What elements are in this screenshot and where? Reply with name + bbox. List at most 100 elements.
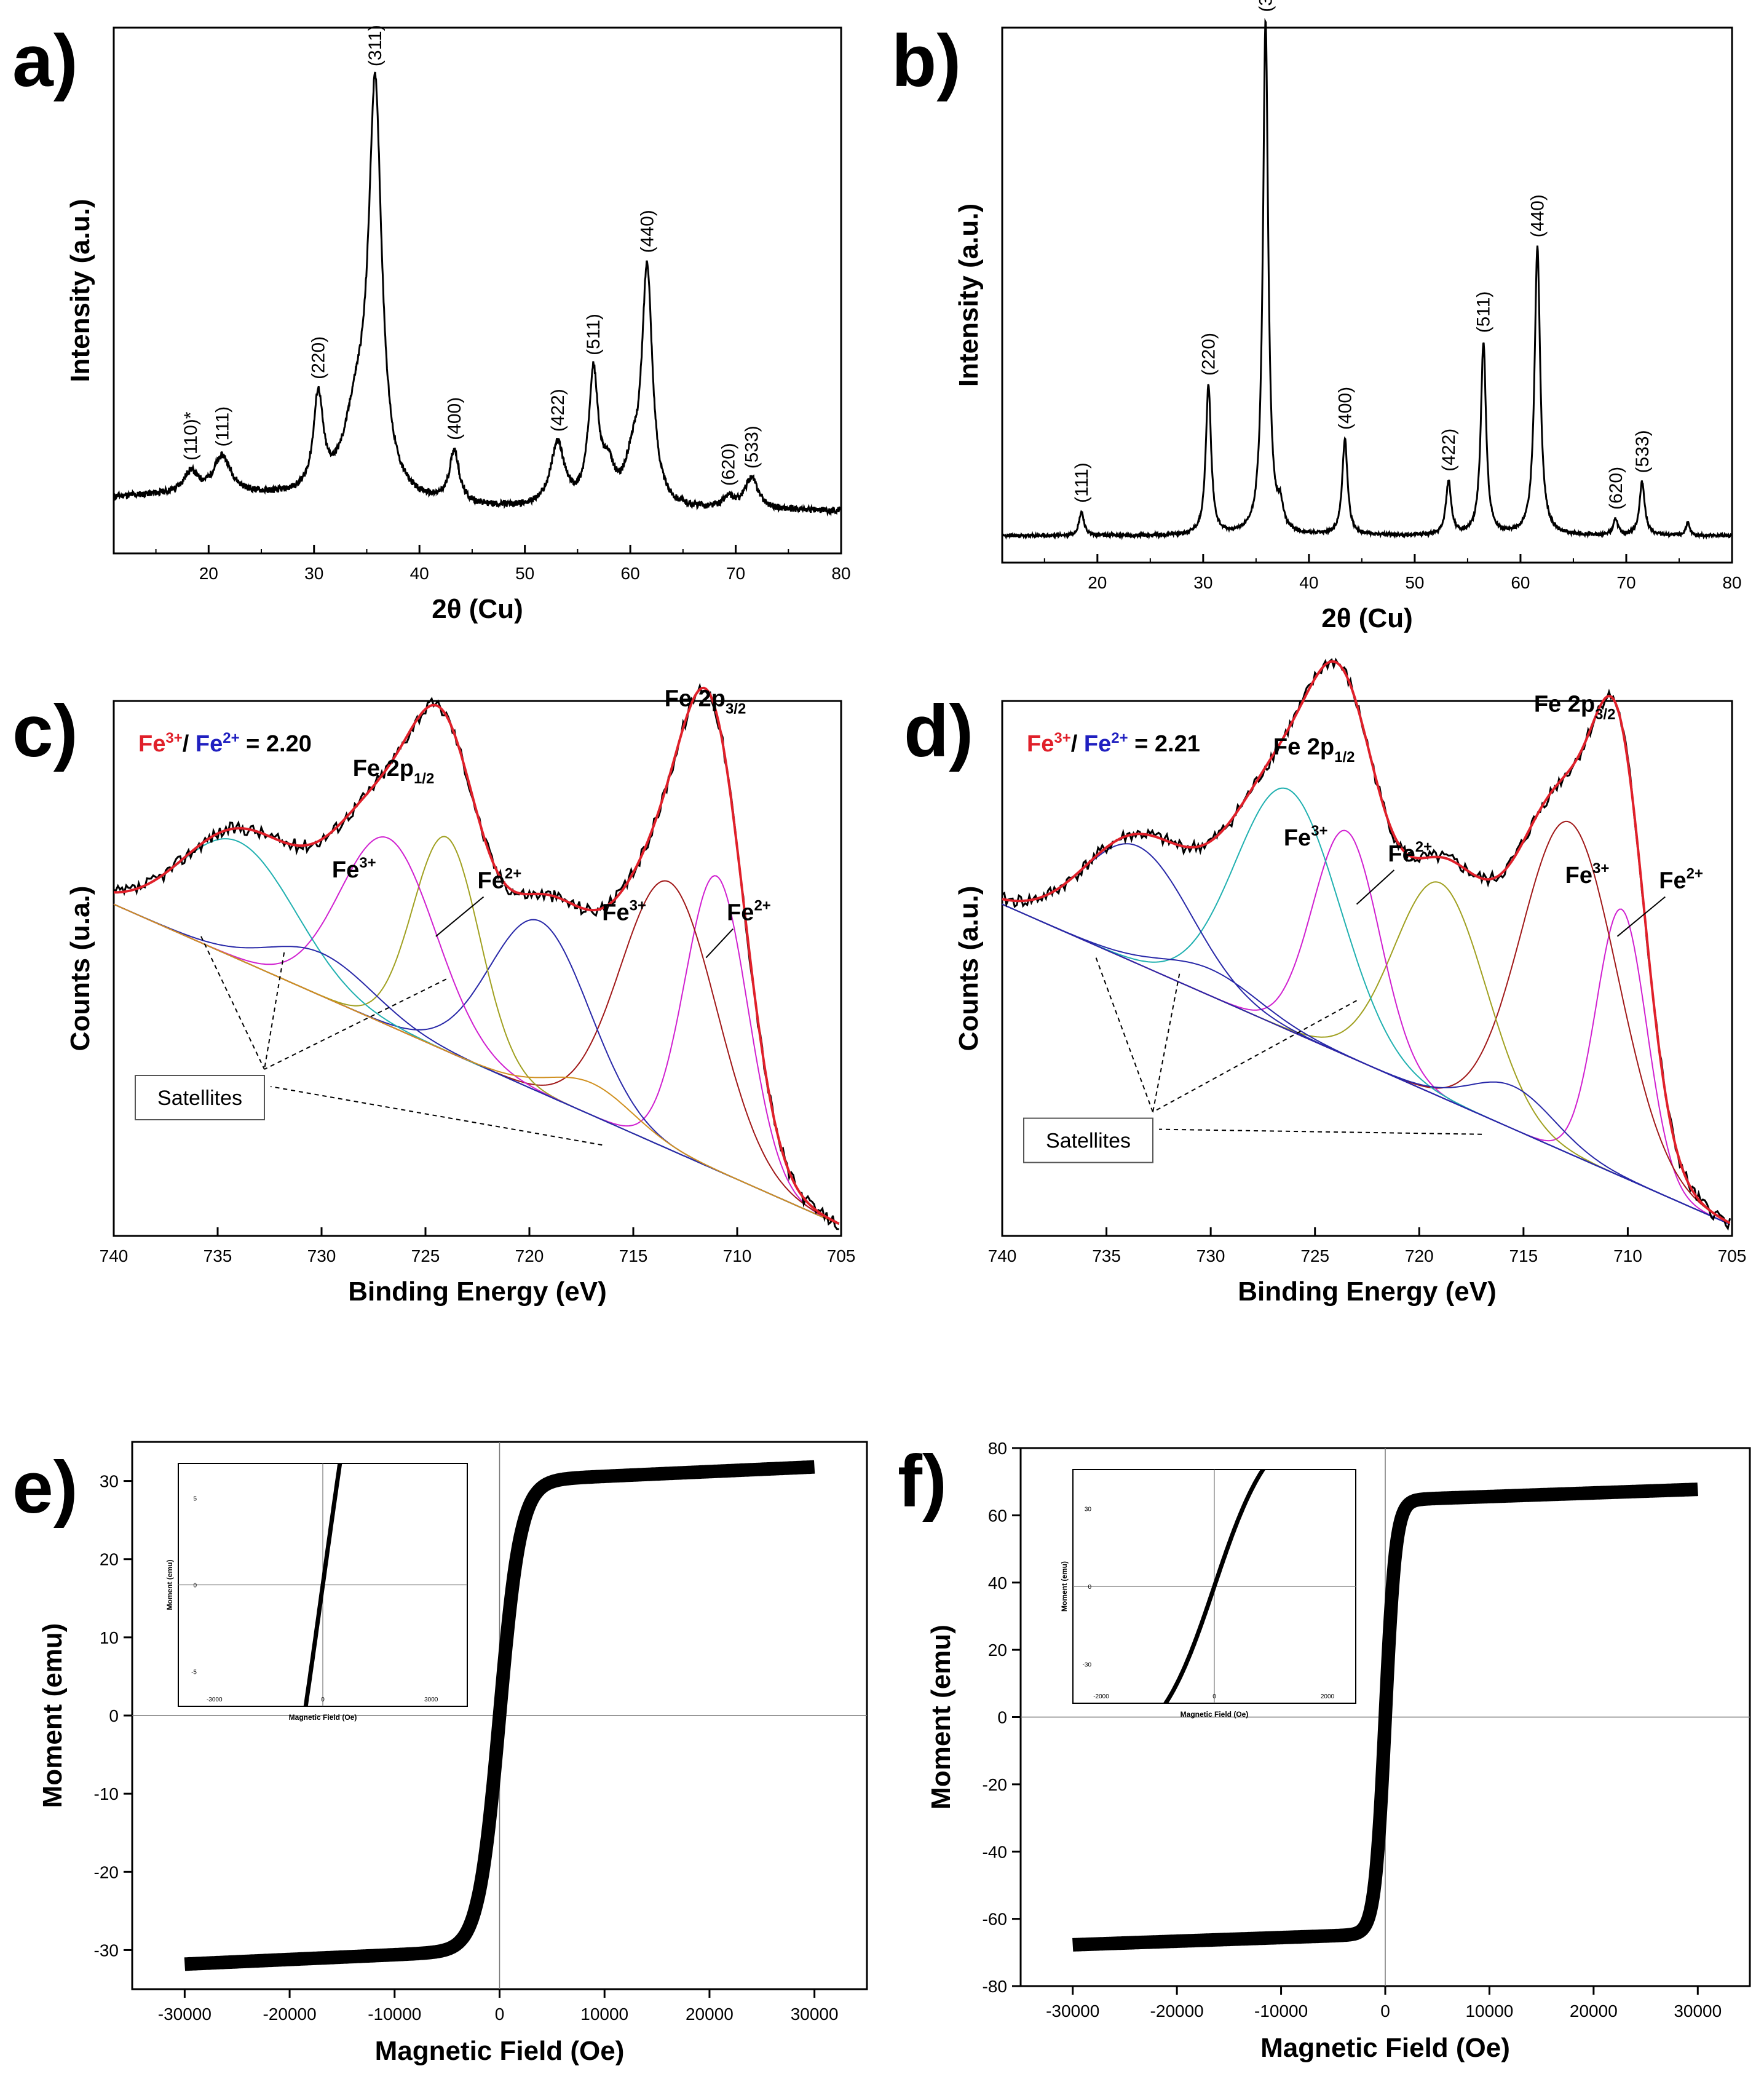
inset-x-axis-label: Magnetic Field (Oe) (289, 1713, 357, 1722)
inset-y-axis-label: Moment (emu) (165, 1560, 174, 1610)
y-axis-label: Moment (emu) (38, 1623, 68, 1808)
x-tick-label: 725 (1300, 1246, 1329, 1265)
x-tick-label: 710 (723, 1246, 752, 1265)
label-fe3-a: Fe3+ (1284, 823, 1328, 851)
inset-y-tick-label: -30 (1083, 1662, 1092, 1669)
inset-moment-series (303, 1463, 342, 1706)
peak-label: (400) (445, 397, 465, 440)
inset-x-tick-label: 0 (1212, 1693, 1216, 1700)
moment-series (179, 1460, 820, 1971)
panel-letter-d: d) (904, 690, 973, 772)
panel-c-xps: 740 735 730 725 720 715 710 705 Fe3+/ Fe2+ = 2.2… (65, 683, 855, 1307)
y-tick-label: 10 (100, 1628, 119, 1647)
label-arrow (435, 896, 485, 937)
y-tick-label: 20 (988, 1641, 1007, 1660)
peak-label: (440) (638, 210, 658, 253)
panel-a-xrd: 20 30 40 50 60 70 80 (110)* (111) (220) (311) (400)… (65, 25, 851, 624)
x-tick-label: -30000 (158, 2005, 212, 2024)
x-axis-label: Magnetic Field (Oe) (375, 2036, 625, 2066)
x-tick-label: 60 (621, 564, 640, 583)
y-axis-label: Counts (u.a.) (65, 886, 95, 1051)
x-tick-label: 705 (1718, 1246, 1747, 1265)
inset-y-tick-label: 0 (193, 1583, 197, 1589)
satellite-arrow (1158, 1128, 1482, 1135)
x-axis-label: Binding Energy (eV) (1238, 1277, 1496, 1307)
panel-letter-f: f) (898, 1440, 947, 1522)
panel-e-vsm: -30000 -20000 -10000 0 10000 20000 30000-30-20… (38, 1441, 868, 2066)
label-fe2p32: Fe 2p3/2 (1534, 691, 1616, 722)
inset-x-tick-label: 0 (321, 1696, 325, 1703)
x-tick-label: 50 (1405, 573, 1424, 592)
label-fe3-b: Fe3+ (602, 898, 646, 926)
label-fe2-b: Fe2+ (727, 898, 771, 926)
fit-component (1002, 903, 1731, 1225)
inset-plot: -2000 0 2000 -30 0 30 Magnetic Field (Oe) Momen… (1060, 1469, 1356, 1719)
moment-series (1067, 1482, 1704, 1952)
inset-plot: -3000 0 3000 -5 0 5 Magnetic Field (Oe) Moment … (165, 1463, 468, 1722)
inset-y-axis-label: Moment (emu) (1060, 1561, 1069, 1612)
panel-letter-b: b) (892, 20, 961, 102)
y-tick-label: -80 (983, 1977, 1007, 1996)
peak-label: (511) (1474, 291, 1494, 333)
x-tick-label: 740 (100, 1246, 129, 1265)
y-tick-label: 60 (988, 1506, 1007, 1525)
x-tick-label: -10000 (368, 2005, 421, 2024)
xps-envelope (114, 686, 840, 1225)
y-axis-label: Counts (a.u.) (954, 886, 984, 1051)
x-tick-label: 715 (1509, 1246, 1538, 1265)
x-axis-label: 2θ (Cu) (1321, 603, 1412, 633)
ratio-label: Fe3+/ Fe2+ = 2.20 (138, 730, 312, 757)
x-tick-label: 730 (307, 1246, 336, 1265)
x-tick-label: 30000 (791, 2005, 839, 2024)
satellites-box (135, 1075, 265, 1120)
x-tick-label: 40 (1299, 573, 1318, 592)
satellites-label: Satellites (1046, 1130, 1131, 1153)
y-tick-label: -40 (983, 1842, 1007, 1861)
panel-b-xrd: 20 30 40 50 60 70 80 (111) (220) (311) (400) (422) (… (954, 0, 1742, 633)
x-tick-label: 20000 (686, 2005, 734, 2024)
x-tick-label: 80 (1722, 573, 1741, 592)
inset-x-axis-label: Magnetic Field (Oe) (1181, 1710, 1249, 1719)
x-tick-label: 30 (304, 564, 323, 583)
peak-label: (220) (309, 336, 329, 379)
x-tick-label: 60 (1511, 573, 1530, 592)
y-tick-label: -20 (94, 1862, 119, 1882)
fit-component (113, 903, 840, 1225)
label-fe2-a: Fe2+ (1388, 839, 1432, 867)
peak-label: (311) (1256, 0, 1276, 12)
x-tick-label: 735 (204, 1246, 232, 1265)
peak-label: (311) (365, 25, 386, 66)
x-tick-label: -20000 (263, 2005, 316, 2024)
inset-y-tick-label: -5 (191, 1669, 197, 1676)
plot-frame (1001, 700, 1733, 1237)
y-tick-label: 80 (988, 1439, 1007, 1458)
panel-d-xps: 740 735 730 725 720 715 710 705 Fe3+/ Fe2+ = 2.2… (954, 657, 1747, 1307)
y-tick-label: -60 (983, 1910, 1007, 1929)
x-tick-label: 30 (1193, 573, 1212, 592)
label-arrow (1616, 896, 1666, 937)
y-axis-label: Intensity (a.u.) (954, 204, 984, 387)
y-tick-label: 40 (988, 1573, 1007, 1593)
inset-y-tick-label: 5 (193, 1495, 197, 1502)
y-tick-label: 20 (100, 1550, 119, 1569)
satellites-label: Satellites (157, 1087, 242, 1110)
satellite-arrow (264, 978, 447, 1070)
satellites-box (1023, 1117, 1153, 1163)
satellite-arrow (264, 952, 285, 1070)
x-tick-label: 20000 (1570, 2001, 1618, 2021)
panel-letter-a: a) (12, 20, 78, 102)
label-fe2-a: Fe2+ (478, 866, 522, 894)
inset-x-tick-label: -3000 (207, 1696, 223, 1703)
y-tick-label: -30 (94, 1941, 119, 1960)
peak-label: (511) (583, 314, 604, 355)
satellite-arrow (200, 936, 265, 1070)
y-tick-label: 0 (109, 1706, 119, 1725)
y-tick-label: -10 (94, 1784, 119, 1803)
peak-label: (440) (1527, 194, 1548, 237)
inset-x-tick-label: 2000 (1321, 1693, 1335, 1700)
label-fe2p12: Fe 2p1/2 (353, 756, 435, 787)
y-axis-label: Intensity (a.u.) (65, 199, 95, 382)
x-tick-label: 0 (1380, 2001, 1390, 2021)
